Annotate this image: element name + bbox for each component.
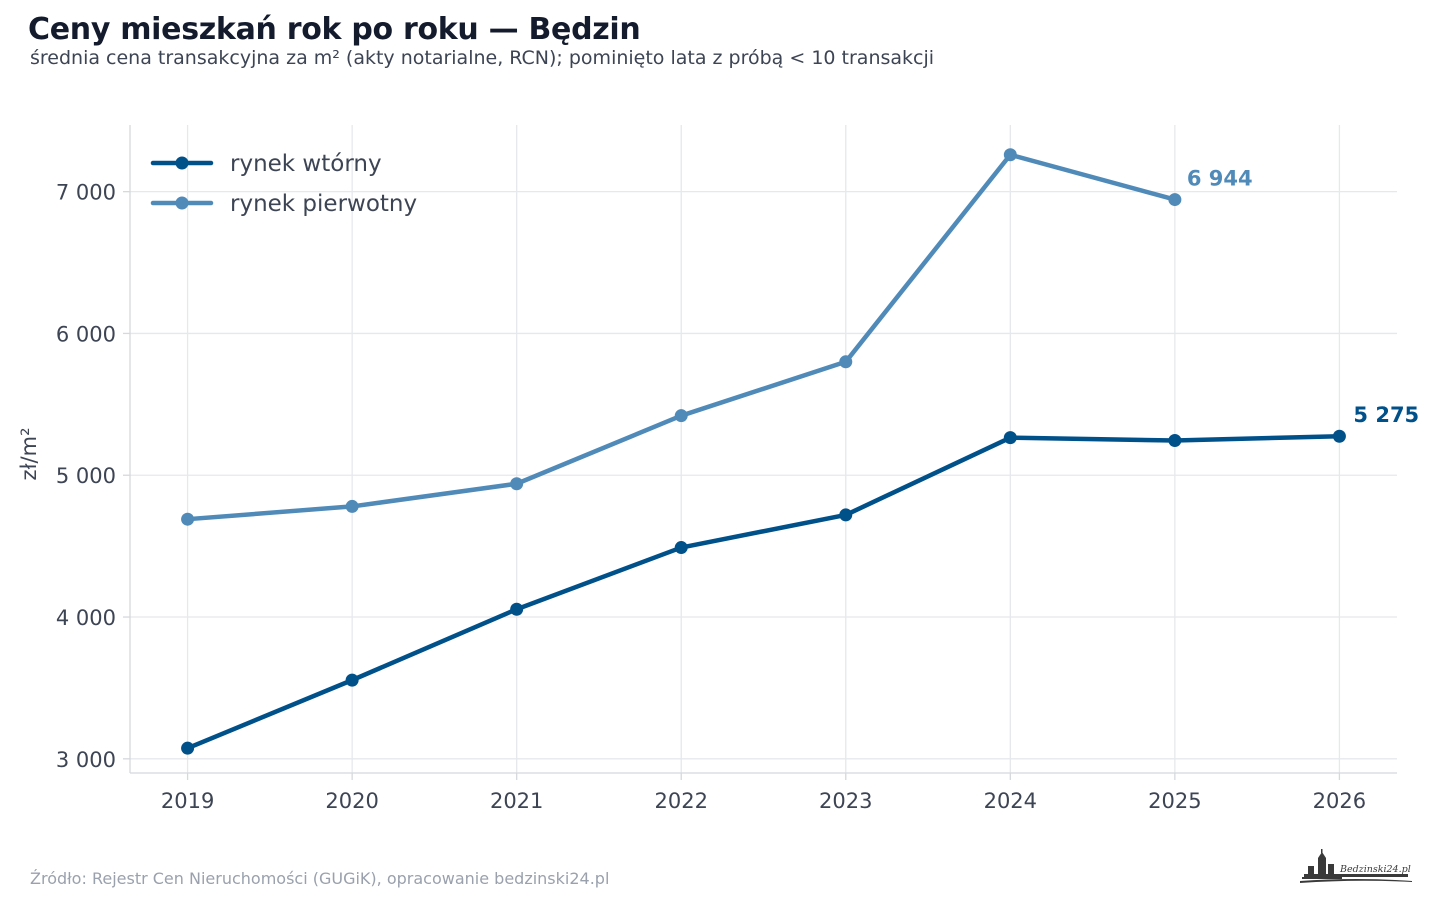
series-rynek-pierwotny: 6 944 <box>181 148 1253 526</box>
data-point[interactable] <box>1168 433 1182 447</box>
x-tick-label: 2019 <box>161 789 214 813</box>
series-line <box>185 433 1342 751</box>
x-axis-ticks: 2019 2020 2021 2022 2023 2024 2025 2026 <box>161 773 1366 813</box>
series-group: 5 275 6 944 <box>181 148 1419 755</box>
end-value-label: 6 944 <box>1187 167 1253 191</box>
data-point[interactable] <box>345 499 359 513</box>
bedzinski24-logo[interactable]: Bedzinski24.pl <box>1300 848 1412 888</box>
legend-swatch-marker <box>175 156 189 170</box>
x-tick-label: 2021 <box>490 789 543 813</box>
y-tick-label: 5 000 <box>56 464 116 488</box>
data-point[interactable] <box>839 355 853 369</box>
x-tick-label: 2022 <box>655 789 708 813</box>
y-tick-label: 4 000 <box>56 606 116 630</box>
chart-subtitle: średnia cena transakcyjna za m² (akty no… <box>30 47 935 69</box>
grid <box>130 125 1397 773</box>
x-tick-label: 2025 <box>1148 789 1201 813</box>
data-point[interactable] <box>510 477 524 491</box>
legend-swatch-marker <box>175 196 189 210</box>
data-point[interactable] <box>181 741 195 755</box>
source-note: Źródło: Rejestr Cen Nieruchomości (GUGiK… <box>30 869 610 888</box>
y-axis-label: zł/m² <box>17 427 41 480</box>
data-point[interactable] <box>1332 429 1346 443</box>
y-tick-label: 6 000 <box>56 322 116 346</box>
logo-text: Bedzinski24.pl <box>1339 864 1411 875</box>
data-point[interactable] <box>510 602 524 616</box>
data-point[interactable] <box>345 673 359 687</box>
x-tick-label: 2023 <box>819 789 872 813</box>
x-tick-label: 2026 <box>1313 789 1366 813</box>
legend-item[interactable]: rynek pierwotny <box>150 191 417 217</box>
legend-label: rynek pierwotny <box>230 191 417 217</box>
series-rynek-wtorny: 5 275 <box>181 403 1419 755</box>
data-point[interactable] <box>181 512 195 526</box>
y-axis-ticks: 3 000 4 000 5 000 6 000 7 000 <box>56 181 130 772</box>
axes <box>129 125 1397 774</box>
chart-title: Ceny mieszkań rok po roku — Będzin <box>28 12 641 47</box>
legend: rynek wtórny rynek pierwotny <box>150 151 417 217</box>
data-point[interactable] <box>674 541 688 555</box>
legend-label: rynek wtórny <box>230 151 382 177</box>
data-point[interactable] <box>839 508 853 522</box>
data-point[interactable] <box>1003 431 1017 445</box>
legend-item[interactable]: rynek wtórny <box>150 151 382 177</box>
y-tick-label: 7 000 <box>56 181 116 205</box>
x-tick-label: 2024 <box>984 789 1037 813</box>
data-point[interactable] <box>1168 193 1182 207</box>
y-tick-label: 3 000 <box>56 748 116 772</box>
end-value-label: 5 275 <box>1353 403 1419 427</box>
data-point[interactable] <box>1003 148 1017 162</box>
x-tick-label: 2020 <box>325 789 378 813</box>
data-point[interactable] <box>674 409 688 423</box>
